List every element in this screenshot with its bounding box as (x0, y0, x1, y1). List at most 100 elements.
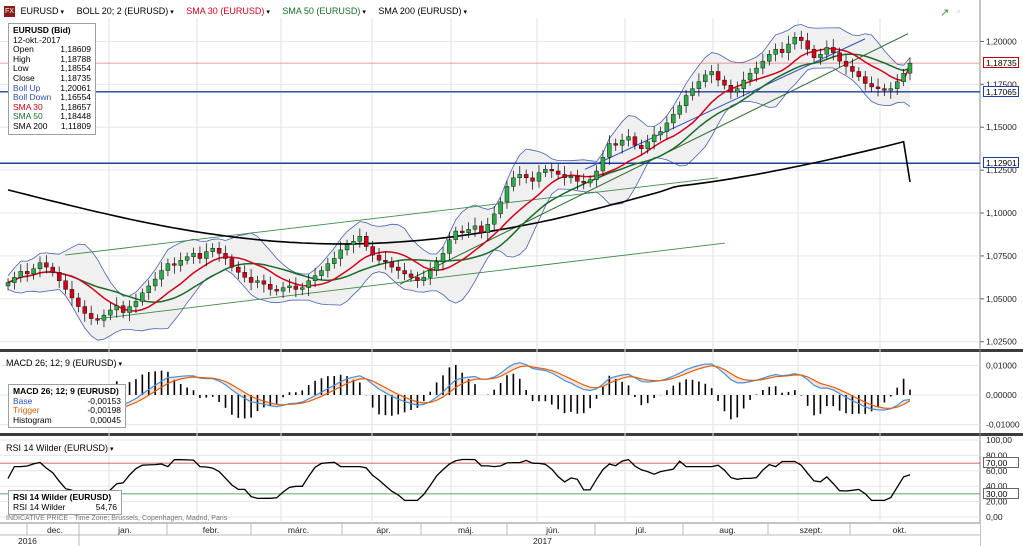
sma200-line (7, 140, 911, 245)
indicator-boll-label[interactable]: BOLL 20; 2 (EURUSD) (76, 6, 169, 16)
candle-body (312, 275, 318, 281)
indicator-sma200-label[interactable]: SMA 200 (EURUSD) (378, 6, 462, 16)
candle-body (863, 76, 868, 84)
candle-body (44, 262, 49, 268)
candle-body (875, 86, 881, 89)
macd-row: Histogram 0,00045 (13, 415, 121, 426)
candle-body (658, 131, 663, 136)
candle-body (530, 177, 535, 182)
candle-body (600, 157, 606, 172)
y-tick-label: 1,10000 (986, 208, 1017, 218)
candle-body (850, 66, 855, 72)
candle-body (639, 145, 644, 149)
candle-body (555, 170, 561, 175)
info-box-date: 12-okt.-2017 (13, 34, 61, 45)
candle-body (31, 268, 36, 275)
rsi-info-box: RSI 14 Wilder (EURUSD) RSI 14 Wilder 54,7… (8, 490, 122, 516)
chevron-down-icon[interactable]: ▾ (463, 9, 467, 16)
candle-body (491, 213, 497, 225)
y-tick-label: 1,17500 (986, 79, 1017, 89)
ohlc-value: 1,18788 (60, 53, 91, 64)
candle-body (268, 284, 273, 290)
symbol-label[interactable]: EURUSD (20, 6, 59, 16)
rsi-title[interactable]: RSI 14 Wilder (EURUSD) (6, 443, 109, 453)
candle-body (351, 241, 356, 245)
candle-body (95, 318, 100, 321)
candle-body (159, 270, 164, 280)
ohlc-label: Low (13, 63, 29, 74)
candle-body (216, 247, 222, 254)
candle-body (882, 88, 887, 91)
x-tick-label: máj. (458, 525, 474, 535)
candle-body (805, 40, 810, 50)
macd-info-title: MACD 26; 12; 9 (EURUSD) (13, 386, 119, 396)
candle-body (12, 277, 17, 283)
indicator-sma30-label[interactable]: SMA 30 (EURUSD) (186, 6, 265, 16)
ohlc-row: Low 1,18554 (13, 64, 91, 74)
chevron-down-icon[interactable]: ▾ (118, 361, 123, 368)
candle-body (626, 136, 631, 141)
macd-info-box: MACD 26; 12; 9 (EURUSD) Base -0,00153 Trig… (8, 384, 126, 429)
candle-body (664, 122, 670, 132)
candle-body (786, 43, 791, 53)
panel-divider (0, 349, 1023, 352)
candle-body (101, 314, 107, 321)
candle-body (575, 175, 580, 182)
chevron-down-icon[interactable]: ▾ (170, 9, 174, 16)
candle-body (754, 67, 759, 74)
candle-body (869, 83, 874, 88)
candle-body (779, 48, 785, 53)
candle-body (440, 253, 446, 263)
candle-body (210, 247, 215, 252)
candle-body (204, 251, 209, 259)
chevron-down-icon[interactable]: ▾ (362, 9, 366, 16)
candle-body (178, 260, 183, 266)
candle-body (37, 262, 43, 269)
chevron-down-icon[interactable]: ▾ (110, 446, 114, 453)
y-tick-label: 100,00 (986, 435, 1012, 445)
year-label: 2017 (533, 536, 552, 546)
x-tick-label: márc. (288, 525, 309, 535)
candle-body (895, 81, 900, 89)
candle-body (581, 181, 586, 184)
candle-body (332, 258, 337, 264)
candle-body (88, 313, 94, 319)
main-panel-header: FX EURUSD ▾ BOLL 20; 2 (EURUSD) ▾ SMA 30 (… (4, 6, 467, 18)
trend-icon[interactable]: ↗ (940, 7, 950, 19)
candle-body (191, 253, 196, 257)
indicator-sma50-label[interactable]: SMA 50 (EURUSD) (282, 6, 361, 16)
y-tick-label: 1,12500 (986, 165, 1017, 175)
sma30-line (7, 47, 911, 312)
macd-base-line (7, 362, 911, 417)
candle-body (82, 306, 87, 314)
y-tick-label: 1,15000 (986, 122, 1017, 132)
candle-body (888, 88, 894, 91)
chevron-down-icon[interactable]: ▾ (60, 9, 65, 16)
x-tick-label: szept. (800, 525, 823, 535)
candle-body (114, 305, 119, 311)
panel-bg (0, 434, 1023, 521)
candle-body (459, 230, 465, 233)
chevron-down-icon[interactable]: ▾ (266, 9, 270, 16)
candle-body (485, 223, 490, 233)
panel-options-icon[interactable]: ▫ (957, 7, 960, 16)
macd-title[interactable]: MACD 26; 12; 9 (EURUSD) (6, 358, 117, 368)
rsi-label: RSI 14 Wilder (13, 501, 66, 512)
candle-body (5, 282, 11, 287)
candle-body (376, 254, 382, 261)
candle-body (146, 285, 151, 294)
candle-body (50, 266, 55, 273)
candle-body (140, 292, 145, 302)
y-tick-label: -0,01000 (986, 420, 1020, 430)
rsi-info-title: RSI 14 Wilder (EURUSD) (13, 492, 112, 502)
candle-body (396, 266, 401, 271)
candle-body (728, 84, 734, 93)
candle-body (760, 60, 766, 69)
candle-body (184, 256, 190, 261)
candle-body (127, 306, 132, 313)
candle-body (792, 36, 798, 45)
candle-body (108, 309, 113, 316)
price-tag: 1,18735 (983, 57, 1019, 69)
ohlc-value: 1,18609 (60, 44, 91, 55)
